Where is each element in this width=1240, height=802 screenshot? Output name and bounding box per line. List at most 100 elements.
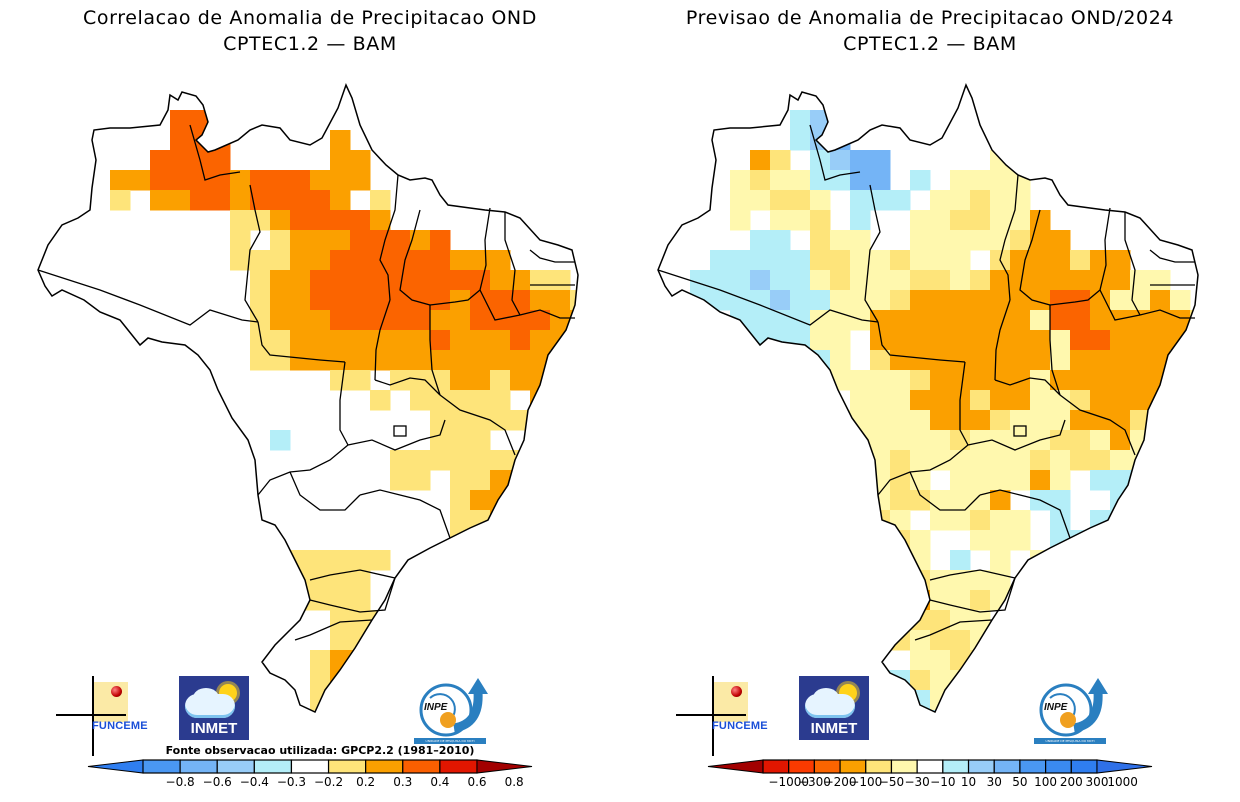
grid-cell xyxy=(810,190,831,211)
grid-cell xyxy=(450,250,471,271)
colorbar-segment xyxy=(813,759,841,774)
grid-cell xyxy=(450,410,471,431)
grid-cell xyxy=(530,310,551,331)
grid-cell xyxy=(770,190,791,211)
grid-cell xyxy=(930,410,951,431)
grid-cell xyxy=(1090,330,1111,351)
grid-cell xyxy=(850,530,871,551)
grid-cell xyxy=(890,310,911,331)
grid-cell xyxy=(1050,290,1071,311)
grid-cell xyxy=(810,330,831,351)
grid-cell xyxy=(1110,290,1131,311)
state-border xyxy=(967,419,1066,451)
grid-cell xyxy=(310,570,331,591)
state-border xyxy=(877,444,969,496)
grid-cell xyxy=(370,650,391,671)
colorbar-segment xyxy=(142,759,181,774)
grid-cell xyxy=(990,270,1011,291)
grid-cell xyxy=(850,310,871,331)
grid-cell xyxy=(430,290,451,311)
grid-cell xyxy=(930,490,951,511)
grid-cell xyxy=(290,350,311,371)
grid-cell xyxy=(450,270,471,291)
colorbar-tick-label: 200 xyxy=(1060,775,1083,789)
grid-cell xyxy=(870,550,891,571)
grid-cell xyxy=(330,290,351,311)
grid-cell xyxy=(510,490,531,511)
grid-cell xyxy=(970,430,991,451)
grid-cell xyxy=(910,230,931,251)
grid-cell xyxy=(310,250,331,271)
grid-cell xyxy=(890,370,911,391)
grid-cell xyxy=(670,350,691,371)
state-border xyxy=(439,394,516,456)
grid-cell xyxy=(1090,470,1111,491)
grid-cell xyxy=(350,330,371,351)
state-border xyxy=(864,184,881,323)
grid-cell xyxy=(490,530,511,551)
grid-cell xyxy=(990,510,1011,531)
grid-cell xyxy=(210,190,231,211)
grid-cell xyxy=(930,370,951,391)
grid-cell xyxy=(930,570,951,591)
grid-cell xyxy=(530,370,551,391)
grid-cell xyxy=(890,510,911,531)
grid-cell xyxy=(330,570,351,591)
grid-cell xyxy=(870,310,891,331)
grid-cell xyxy=(450,590,471,611)
grid-cell xyxy=(510,350,531,371)
colorbar-lower-extend xyxy=(707,759,764,774)
grid-cell xyxy=(490,290,511,311)
grid-cell xyxy=(1050,530,1071,551)
grid-cell xyxy=(850,510,871,531)
grid-cell xyxy=(690,270,711,291)
state-border xyxy=(374,377,441,396)
anomaly-field xyxy=(670,110,1198,712)
grid-cell xyxy=(970,570,991,591)
grid-cell xyxy=(830,530,851,551)
grid-cell xyxy=(970,450,991,471)
funceme-logo: FUNCEME xyxy=(672,676,784,756)
grid-cell xyxy=(450,490,471,511)
grid-cell xyxy=(350,290,371,311)
grid-cell xyxy=(950,490,971,511)
grid-cell xyxy=(770,230,791,251)
grid-cell xyxy=(910,330,931,351)
grid-cell xyxy=(950,590,971,611)
grid-cell xyxy=(410,370,431,391)
grid-cell xyxy=(430,390,451,411)
grid-cell xyxy=(1190,310,1198,331)
grid-cell xyxy=(930,330,951,351)
grid-cell xyxy=(270,210,291,231)
state-border xyxy=(244,184,261,323)
colorbar-segment xyxy=(993,759,1021,774)
grid-cell xyxy=(1010,150,1031,171)
grid-cell xyxy=(1110,510,1131,531)
state-border xyxy=(347,419,446,451)
grid-cell xyxy=(1090,450,1111,471)
grid-cell xyxy=(950,350,971,371)
grid-cell xyxy=(890,410,911,431)
grid-cell xyxy=(810,290,831,311)
grid-cell xyxy=(750,330,771,351)
grid-cell xyxy=(1170,390,1191,411)
grid-cell xyxy=(550,430,571,451)
colorbar-tick-label: −0.8 xyxy=(166,775,195,789)
grid-cell xyxy=(950,570,971,591)
grid-cell xyxy=(110,190,131,211)
colorbar-tick-label: 300 xyxy=(1086,775,1109,789)
colorbar-tick-label: −10 xyxy=(930,775,955,789)
grid-cell xyxy=(1010,350,1031,371)
grid-cell xyxy=(730,210,751,231)
grid-cell xyxy=(910,650,931,671)
grid-cell xyxy=(1010,230,1031,251)
grid-cell xyxy=(1090,350,1111,371)
grid-cell xyxy=(1030,250,1051,271)
grid-cell xyxy=(1150,350,1171,371)
grid-cell xyxy=(1110,530,1131,551)
grid-cell xyxy=(1070,250,1091,271)
grid-cell xyxy=(410,290,431,311)
grid-cell xyxy=(470,310,491,331)
grid-cell xyxy=(750,270,771,291)
grid-cell xyxy=(950,330,971,351)
